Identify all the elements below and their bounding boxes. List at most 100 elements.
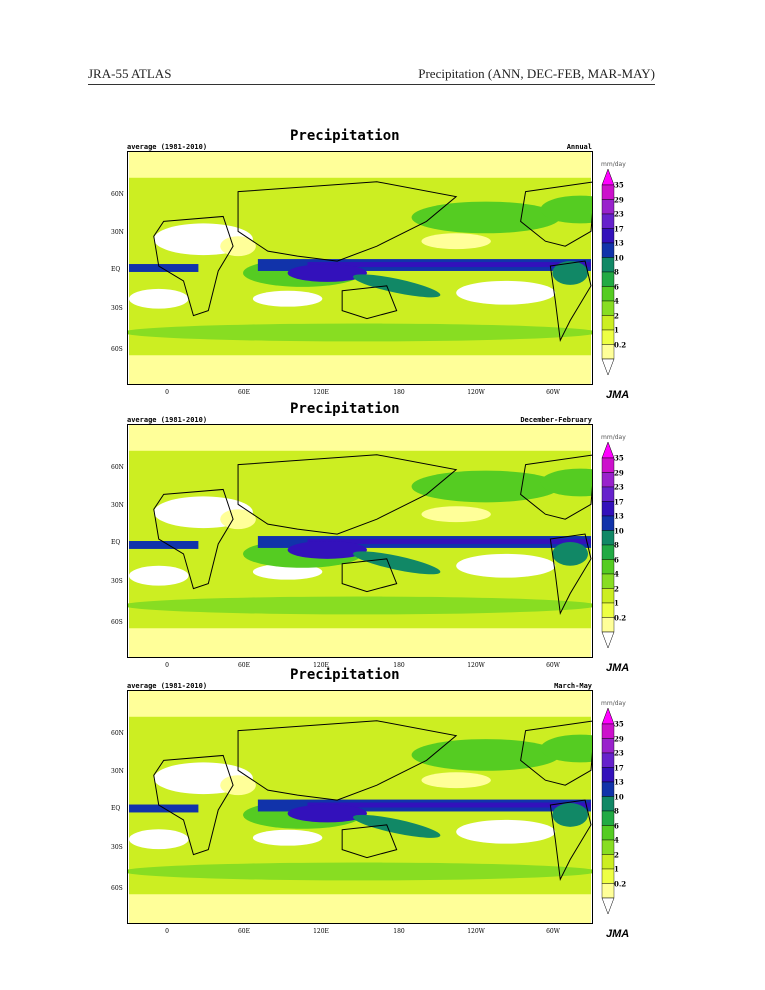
- northeast-pacific-dry: [421, 772, 491, 789]
- north-atlantic-storm-track: [540, 468, 592, 497]
- longitude-label: 120W: [467, 662, 485, 669]
- colorbar-unit: mm/day: [601, 161, 626, 168]
- south-atlantic-dry: [128, 565, 189, 586]
- colorbar-level-label: 2: [614, 311, 619, 320]
- colorbar-level-label: 35: [614, 453, 624, 463]
- colorbar-max-arrow: [601, 442, 615, 459]
- latitude-label: 60S: [111, 346, 123, 353]
- southern-ocean-band: [128, 323, 592, 342]
- colorbar-segment: [601, 839, 615, 855]
- north-pacific-storm-track: [411, 739, 561, 771]
- spcz: [353, 551, 441, 575]
- colorbar-segment: [601, 257, 615, 273]
- colorbar-unit: mm/day: [601, 700, 626, 707]
- arctic-dry-band: [128, 691, 592, 717]
- latitude-label: 60N: [111, 464, 124, 471]
- map-title: Precipitation: [290, 401, 400, 417]
- colorbar-level-label: 17: [614, 224, 624, 233]
- colorbar-level-label: 13: [614, 777, 624, 787]
- colorbar-level-label: 35: [614, 180, 624, 190]
- latitude-label: 30N: [111, 768, 124, 775]
- amazon-max: [552, 541, 589, 566]
- latitude-label: 60N: [111, 191, 124, 198]
- colorbar-segment: [601, 738, 615, 754]
- colorbar-unit: mm/day: [601, 434, 626, 441]
- latitude-label: EQ: [111, 805, 121, 812]
- colorbar-segment: [601, 752, 615, 768]
- arabia-dry: [220, 236, 256, 257]
- latitude-label: 30S: [111, 578, 123, 585]
- colorbar-level-label: 4: [614, 835, 619, 845]
- south-indian-dry: [252, 563, 323, 580]
- precipitation-map-panel: Precipitation average (1981-2010) Decemb…: [0, 401, 765, 692]
- colorbar-level-label: 4: [614, 569, 619, 579]
- colorbar-level-label: 10: [614, 526, 624, 535]
- longitude-label: 60W: [546, 928, 560, 935]
- longitude-label: 180: [393, 928, 405, 935]
- itcz-core: [307, 262, 592, 268]
- arabia-dry: [220, 509, 256, 530]
- precipitation-map: [127, 690, 593, 924]
- colorbar-segment: [601, 300, 615, 316]
- latitude-label: EQ: [111, 539, 121, 546]
- antarctic-dry-band: [128, 355, 592, 384]
- colorbar-segment: [601, 184, 615, 200]
- longitude-label: 120E: [313, 662, 329, 669]
- south-indian-dry: [252, 829, 323, 846]
- colorbar-segment: [601, 315, 615, 331]
- colorbar-level-label: 2: [614, 850, 619, 859]
- colorbar-segment: [601, 781, 615, 797]
- colorbar-level-label: 4: [614, 296, 619, 306]
- south-atlantic-dry: [128, 288, 189, 309]
- coastlines: [153, 720, 592, 882]
- colorbar-level-label: 6: [614, 555, 619, 564]
- colorbar-level-label: 1: [614, 864, 619, 874]
- colorbar-level-label: 2: [614, 584, 619, 593]
- colorbar: [601, 442, 615, 649]
- colorbar-level-label: 10: [614, 253, 624, 262]
- latitude-label: 30N: [111, 502, 124, 509]
- north-atlantic-storm-track: [540, 734, 592, 763]
- colorbar-min-arrow: [601, 358, 615, 376]
- itcz-core: [307, 539, 592, 544]
- colorbar-max-arrow: [601, 708, 615, 725]
- colorbar-segment: [601, 501, 615, 517]
- antarctic-dry-band: [128, 894, 592, 923]
- arabia-dry: [220, 775, 256, 796]
- latitude-label: 30S: [111, 844, 123, 851]
- precipitation-map-panel: Precipitation average (1981-2010) March-…: [0, 667, 765, 958]
- colorbar-level-label: 8: [614, 540, 619, 550]
- longitude-label: 60E: [237, 389, 251, 396]
- colorbar: [601, 169, 615, 376]
- coastlines: [153, 181, 592, 343]
- longitude-label: 60E: [237, 928, 251, 935]
- precipitation-map: [127, 151, 593, 385]
- precipitation-map-panel: Precipitation average (1981-2010) Annual…: [0, 128, 765, 419]
- colorbar-level-label: 6: [614, 282, 619, 291]
- colorbar-level-label: 23: [614, 209, 624, 219]
- colorbar-segment: [601, 286, 615, 302]
- colorbar-segment: [601, 723, 615, 739]
- colorbar-segment: [601, 588, 615, 604]
- colorbar-segment: [601, 810, 615, 826]
- map-period: average (1981-2010): [127, 143, 208, 151]
- colorbar-level-label: 6: [614, 821, 619, 830]
- antarctic-dry-band: [128, 628, 592, 657]
- longitude-label: 0: [165, 662, 169, 669]
- map-period: average (1981-2010): [127, 682, 208, 690]
- latitude-label: EQ: [111, 266, 121, 273]
- northeast-pacific-dry: [421, 233, 491, 250]
- colorbar-segment: [601, 329, 615, 345]
- colorbar-level-label: 0.2: [614, 879, 627, 888]
- longitude-label: 60W: [546, 662, 560, 669]
- colorbar-segment: [601, 515, 615, 531]
- header-rule: [88, 84, 655, 85]
- colorbar-level-label: 8: [614, 267, 619, 277]
- longitude-label: 180: [393, 389, 405, 396]
- colorbar-segment: [601, 472, 615, 488]
- colorbar-segment: [601, 213, 615, 229]
- colorbar-level-label: 35: [614, 719, 624, 729]
- north-pacific-storm-track: [411, 201, 561, 234]
- spcz: [353, 274, 441, 298]
- atlantic-itcz: [128, 264, 199, 272]
